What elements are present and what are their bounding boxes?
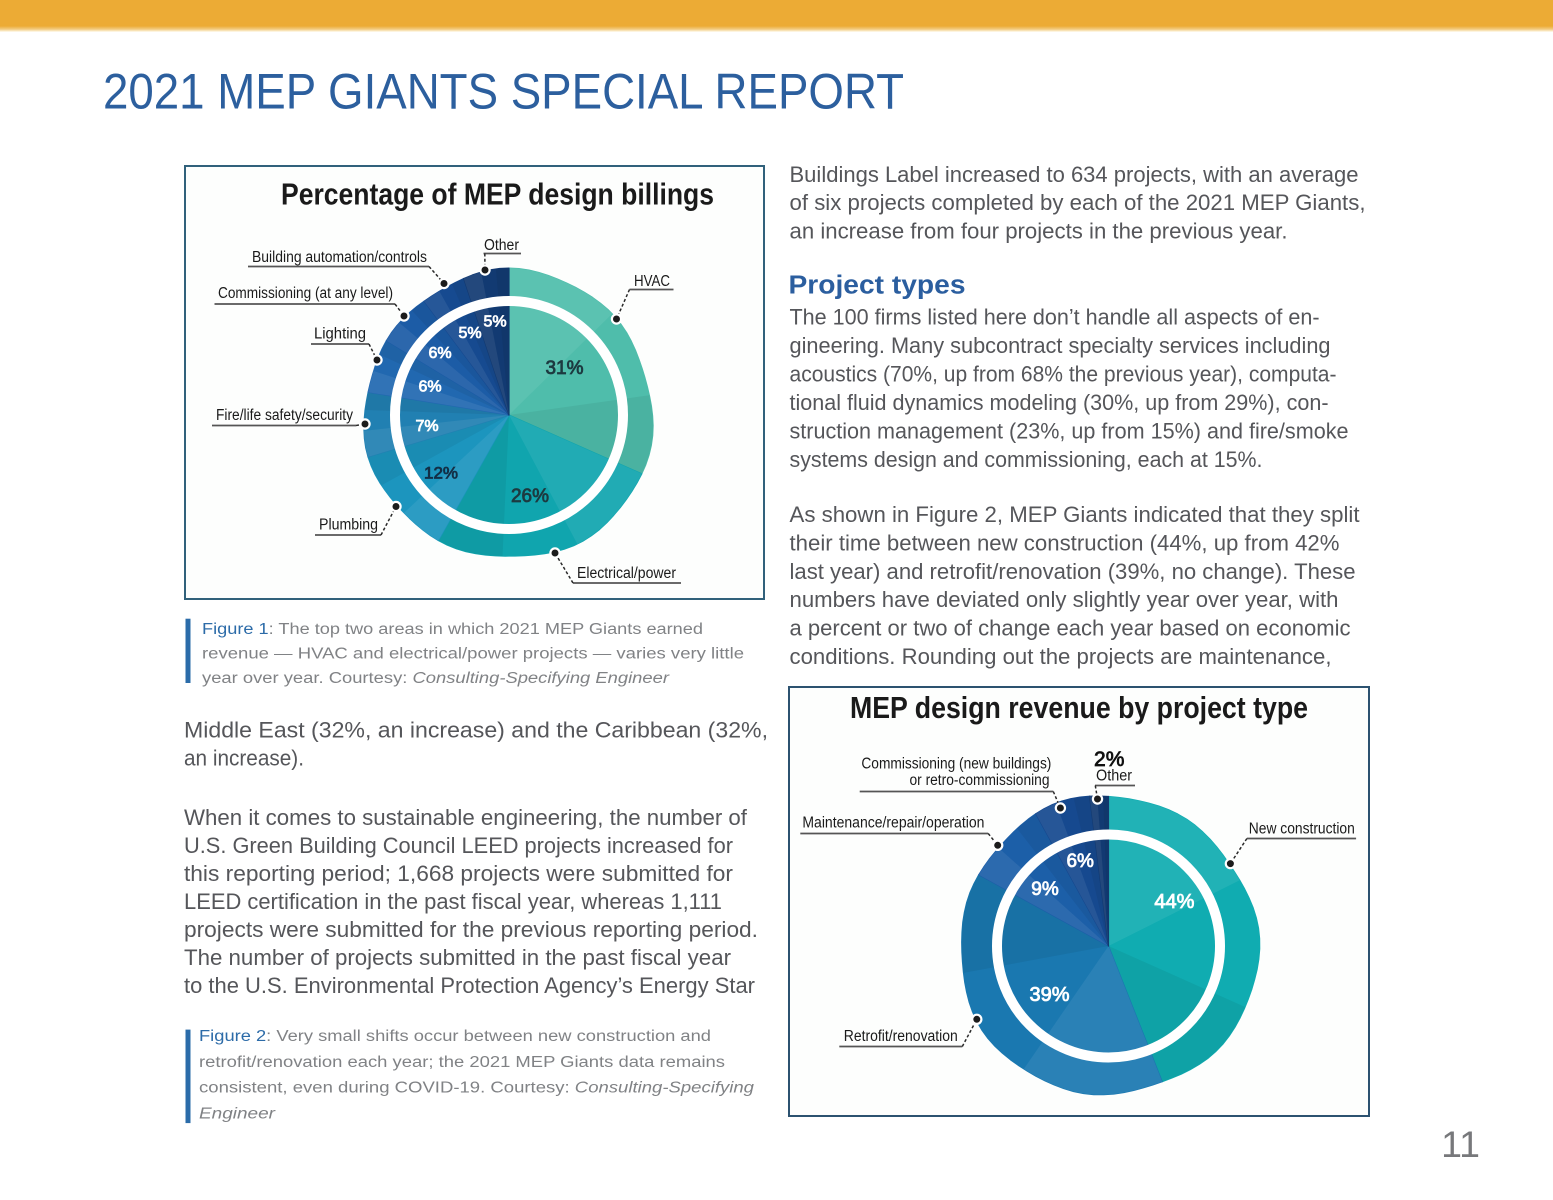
svg-text:revenue — HVAC and electrical/: revenue — HVAC and electrical/power proj… (202, 646, 744, 663)
svg-text:12%: 12% (424, 464, 458, 483)
svg-text:to the U.S. Environmental Prot: to the U.S. Environmental Protection Age… (184, 973, 755, 998)
svg-text:tional fluid dynamics modeling: tional fluid dynamics modeling (30%, up … (790, 390, 1329, 415)
svg-text:last year) and retrofit/renova: last year) and retrofit/renovation (39%,… (790, 559, 1356, 584)
svg-text:9%: 9% (1031, 879, 1059, 900)
svg-text:Other: Other (1096, 768, 1132, 785)
svg-text:5%: 5% (483, 314, 506, 331)
svg-text:Plumbing: Plumbing (319, 517, 378, 534)
svg-text:11: 11 (1441, 1123, 1480, 1165)
svg-text:Electrical/power: Electrical/power (577, 565, 676, 582)
svg-text:As shown in Figure 2, MEP Gian: As shown in Figure 2, MEP Giants indicat… (790, 502, 1361, 527)
svg-text:LEED certification in the past: LEED certification in the past fiscal ye… (184, 889, 722, 914)
svg-text:this reporting period; 1,668 p: this reporting period; 1,668 projects we… (184, 861, 733, 886)
svg-text:7%: 7% (415, 418, 438, 435)
svg-text:MEP design revenue by project: MEP design revenue by project type (850, 691, 1308, 725)
svg-text:an increase).: an increase). (184, 746, 304, 771)
svg-text:6%: 6% (428, 345, 451, 362)
svg-text:retrofit/renovation each year;: retrofit/renovation each year; the 2021 … (199, 1054, 725, 1071)
svg-text:struction management (23%, up: struction management (23%, up from 15%) … (790, 418, 1349, 443)
svg-text:systems design and commissioni: systems design and commissioning, each a… (790, 447, 1263, 472)
svg-text:When it comes to sustainable e: When it comes to sustainable engineering… (184, 805, 748, 830)
svg-text:Maintenance/repair/operation: Maintenance/repair/operation (802, 815, 984, 832)
svg-text:Buildings Label increased to 6: Buildings Label increased to 634 project… (790, 162, 1359, 187)
svg-text:U.S. Green Building Council LE: U.S. Green Building Council LEED project… (184, 833, 733, 858)
svg-text:2%: 2% (1094, 748, 1124, 771)
svg-text:Retrofit/renovation: Retrofit/renovation (844, 1028, 958, 1045)
svg-text:2021 MEP GIANTS SPECIAL REPORT: 2021 MEP GIANTS SPECIAL REPORT (103, 64, 904, 120)
svg-text:5%: 5% (458, 325, 481, 342)
svg-text:Lighting: Lighting (314, 326, 366, 343)
svg-text:6%: 6% (1066, 851, 1094, 872)
svg-text:6%: 6% (418, 379, 441, 396)
svg-text:Figure 2: Very small shifts oc: Figure 2: Very small shifts occur betwee… (199, 1028, 711, 1045)
svg-text:26%: 26% (511, 486, 549, 507)
svg-text:New construction: New construction (1249, 820, 1355, 837)
svg-text:Figure 1: The top two areas in: Figure 1: The top two areas in which 202… (202, 621, 703, 638)
svg-text:projects were submitted for th: projects were submitted for the previous… (184, 917, 758, 942)
svg-text:numbers have deviated only sli: numbers have deviated only slightly year… (790, 587, 1339, 612)
svg-text:conditions. Rounding out the p: conditions. Rounding out the projects ar… (790, 644, 1332, 669)
svg-text:Commissioning (at any level): Commissioning (at any level) (218, 285, 393, 302)
svg-text:Building automation/controls: Building automation/controls (252, 249, 427, 266)
svg-text:year over year. Courtesy: Cons: year over year. Courtesy: Consulting-Spe… (202, 670, 670, 687)
svg-text:or retro-commissioning: or retro-commissioning (910, 772, 1050, 789)
svg-text:44%: 44% (1154, 891, 1194, 913)
svg-text:Fire/life safety/security: Fire/life safety/security (216, 407, 353, 424)
svg-text:31%: 31% (545, 358, 583, 379)
svg-text:of six projects completed by e: of six projects completed by each of the… (790, 190, 1366, 215)
svg-text:HVAC: HVAC (634, 273, 670, 290)
svg-text:acoustics (70%, up from 68% th: acoustics (70%, up from 68% the previous… (790, 361, 1337, 386)
svg-text:Other: Other (484, 237, 519, 254)
svg-text:Percentage of MEP design billi: Percentage of MEP design billings (281, 178, 714, 212)
svg-text:Commissioning (new buildings): Commissioning (new buildings) (861, 755, 1051, 772)
svg-text:a percent or two of change eac: a percent or two of change each year bas… (790, 616, 1351, 641)
svg-text:their time between new constru: their time between new construction (44%… (790, 530, 1340, 555)
svg-text:39%: 39% (1029, 984, 1069, 1006)
svg-text:The 100 firms listed here don’: The 100 firms listed here don’t handle a… (790, 305, 1320, 330)
svg-text:an increase from four projects: an increase from four projects in the pr… (790, 219, 1288, 244)
svg-text:Project types: Project types (789, 271, 966, 299)
svg-text:Middle East (32%, an increase): Middle East (32%, an increase) and the C… (184, 718, 768, 743)
svg-text:The number of projects submitt: The number of projects submitted in the … (184, 945, 731, 970)
svg-text:Engineer: Engineer (199, 1105, 276, 1122)
svg-text:gineering. Many subcontract sp: gineering. Many subcontract specialty se… (790, 333, 1331, 358)
svg-text:consistent, even during COVID-: consistent, even during COVID-19. Courte… (199, 1080, 754, 1097)
